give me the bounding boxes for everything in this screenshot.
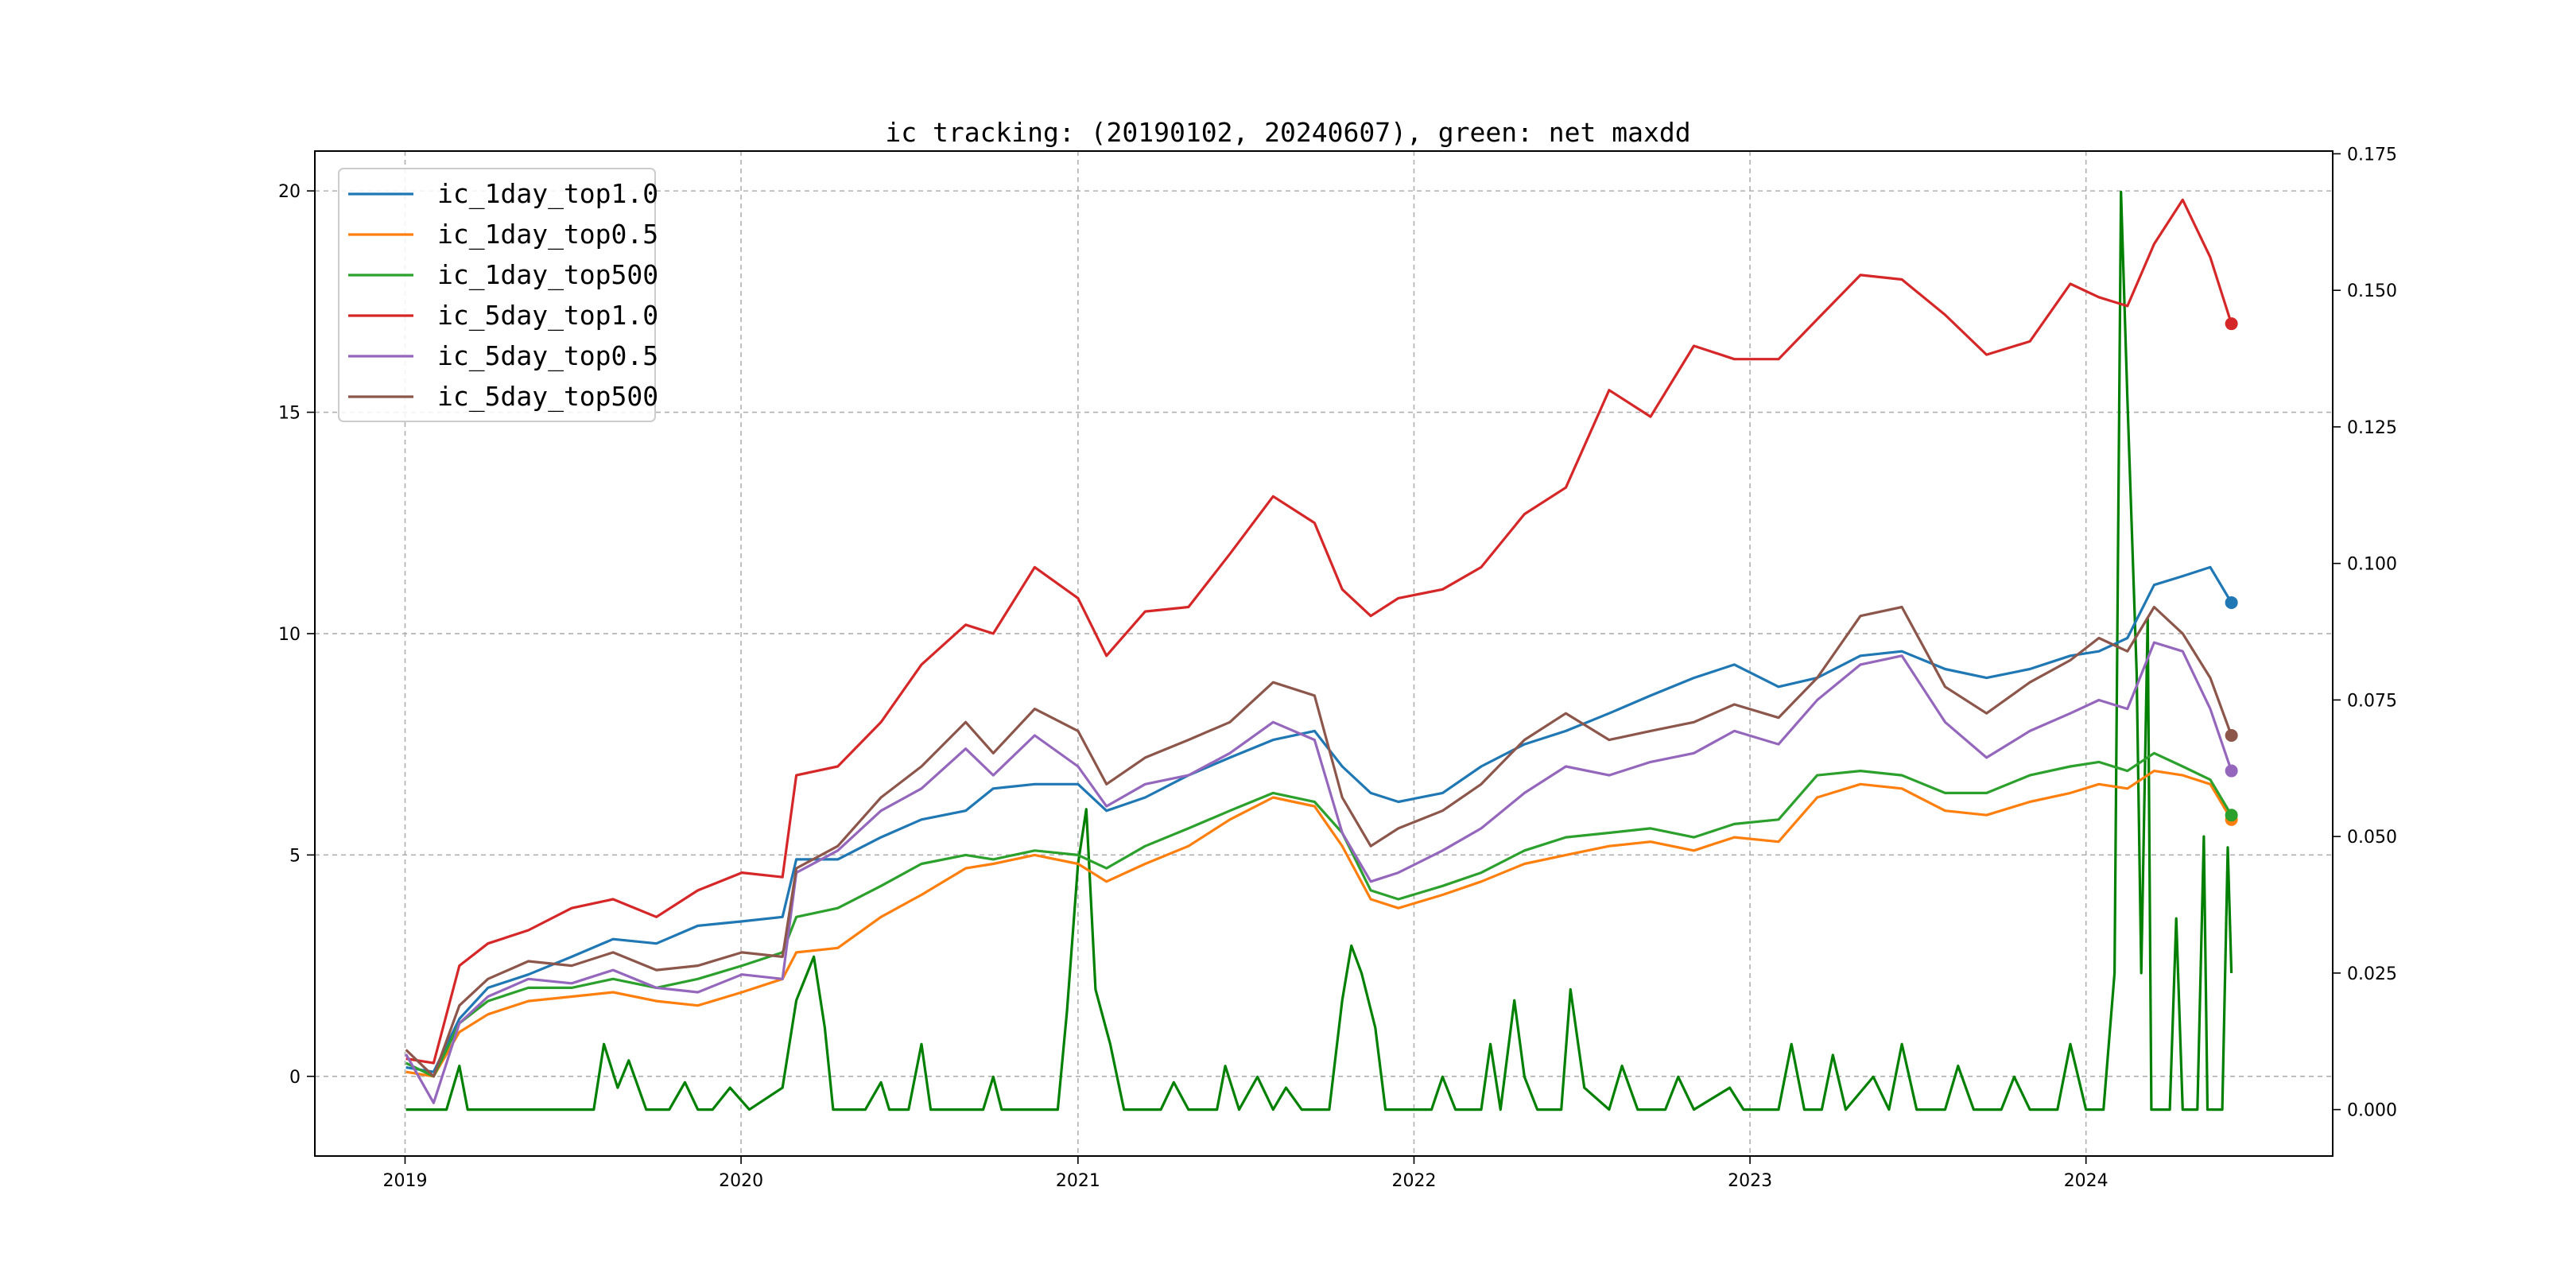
y2-tick-label: 0.000 xyxy=(2347,1101,2397,1121)
y2-tick-label: 0.100 xyxy=(2347,555,2397,575)
y2-tick-label: 0.050 xyxy=(2347,828,2397,848)
legend-label: ic_5day_top1.0 xyxy=(437,300,658,332)
series-line-ic-5day-top1-0 xyxy=(405,198,2233,1065)
y2-tick-label: 0.075 xyxy=(2347,691,2397,711)
x-tick-label: 2021 xyxy=(1056,1171,1100,1191)
legend-label: ic_1day_top1.0 xyxy=(437,178,658,210)
legend-label: ic_1day_top0.5 xyxy=(437,219,658,250)
axes-layer: 2019 2020 2021 2022 2023 2024 0 5 10 15 20 0.000 0.0… xyxy=(278,145,2397,1191)
x-tick-label: 2022 xyxy=(1391,1171,1436,1191)
grid-layer xyxy=(315,151,2333,1156)
series-layer xyxy=(405,190,2238,1111)
legend-frame xyxy=(338,168,656,422)
y2-tick-label: 0.125 xyxy=(2347,418,2397,438)
series-line-ic-1day-top500 xyxy=(405,751,2233,1078)
y2-tick-label: 0.025 xyxy=(2347,964,2397,984)
series-line-ic-1day-top1-0 xyxy=(405,565,2233,1073)
legend-label: ic_5day_top0.5 xyxy=(437,340,658,372)
y-tick-label: 10 xyxy=(278,625,301,645)
y-tick-label: 0 xyxy=(289,1068,301,1088)
y-tick-label: 5 xyxy=(289,846,301,866)
series-line-ic-1day-top0-5 xyxy=(405,769,2233,1078)
legend: ic_1day_top1.0 ic_1day_top0.5 ic_1day_top5… xyxy=(338,168,658,422)
series-endpoint-ic-5day-top0-5 xyxy=(2225,764,2238,778)
series-endpoint-ic-1day-top1-0 xyxy=(2225,596,2238,609)
y2-tick-label: 0.150 xyxy=(2347,281,2397,301)
y2-tick-label: 0.175 xyxy=(2347,145,2397,165)
series-line-ic-5day-top0-5 xyxy=(405,641,2233,1104)
x-tick-label: 2019 xyxy=(382,1171,427,1191)
series-endpoint-ic-5day-top500 xyxy=(2225,729,2238,743)
y-tick-label: 20 xyxy=(278,182,301,202)
x-tick-label: 2024 xyxy=(2064,1171,2109,1191)
series-endpoint-ic-5day-top1-0 xyxy=(2225,317,2238,331)
chart-title: ic tracking: (20190102, 20240607), green… xyxy=(885,117,1690,148)
plot-frame xyxy=(314,150,2334,1157)
y-tick-label: 15 xyxy=(278,404,301,424)
series-line-ic-5day-top500 xyxy=(405,605,2233,1078)
series-endpoint-ic-1day-top500 xyxy=(2225,809,2238,822)
x-tick-label: 2023 xyxy=(1728,1171,1772,1191)
x-tick-label: 2020 xyxy=(719,1171,763,1191)
series-line-net-maxdd xyxy=(405,190,2233,1111)
legend-label: ic_5day_top500 xyxy=(437,381,658,413)
legend-label: ic_1day_top500 xyxy=(437,259,658,291)
